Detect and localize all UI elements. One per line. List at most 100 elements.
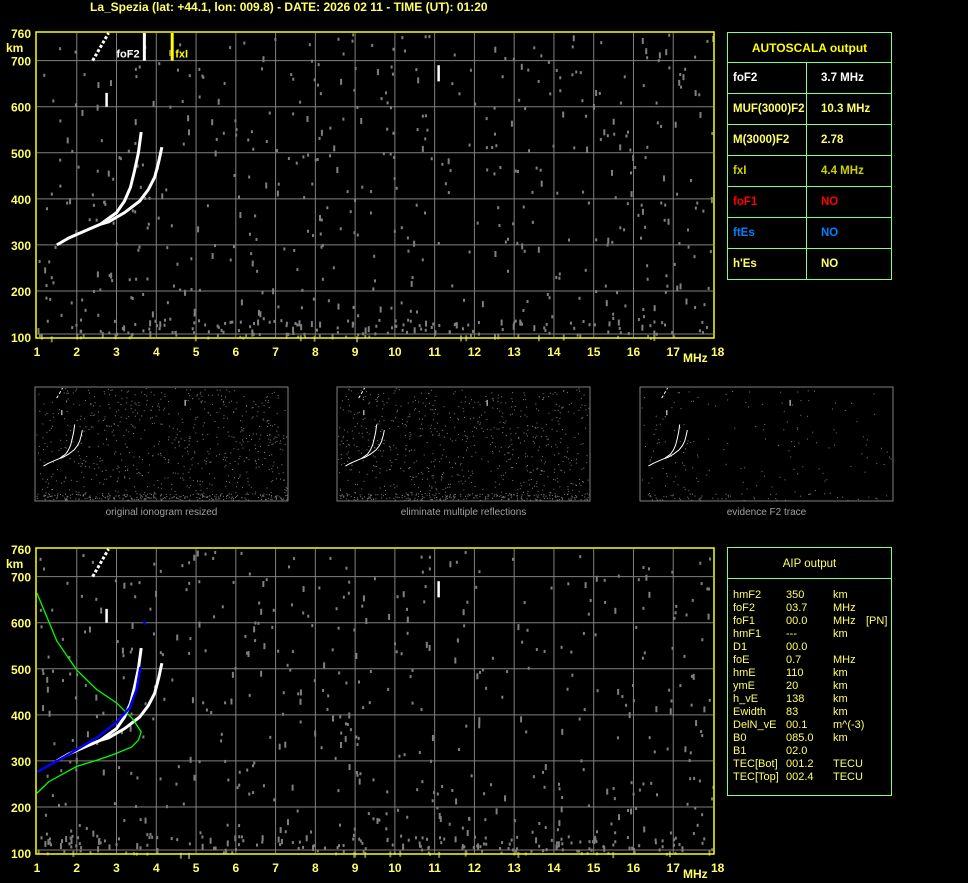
noise-dot	[411, 492, 413, 494]
autoscala-value: NO	[821, 196, 839, 208]
noise-dot	[571, 673, 574, 677]
noise-dot	[461, 439, 463, 441]
noise-dot	[466, 498, 468, 500]
noise-dot	[329, 556, 332, 560]
noise-dot	[582, 768, 585, 772]
noise-dot	[474, 401, 476, 403]
noise-dot	[464, 435, 466, 437]
noise-dot	[52, 489, 54, 491]
noise-dot	[104, 429, 106, 431]
noise-dot	[160, 495, 162, 497]
noise-dot	[635, 806, 638, 810]
noise-dot	[406, 607, 409, 611]
noise-dot	[364, 327, 367, 334]
noise-dot	[150, 391, 152, 393]
noise-dot	[218, 498, 220, 500]
noise-dot	[548, 296, 551, 300]
noise-dot	[198, 493, 200, 495]
noise-dot	[142, 474, 144, 476]
noise-dot	[566, 494, 568, 496]
noise-dot	[701, 841, 704, 845]
noise-dot	[195, 490, 197, 492]
noise-dot	[749, 391, 751, 393]
noise-dot	[297, 846, 300, 850]
noise-dot	[188, 561, 191, 565]
noise-dot	[562, 461, 564, 463]
noise-dot	[389, 428, 391, 430]
noise-dot	[544, 329, 547, 333]
noise-dot	[642, 315, 645, 319]
noise-dot	[145, 495, 147, 497]
noise-dot	[697, 480, 699, 482]
y-tick-label: 500	[11, 147, 31, 161]
noise-dot	[353, 88, 356, 92]
noise-dot	[186, 446, 188, 448]
aip-value: 001.2	[786, 758, 814, 770]
noise-dot	[530, 849, 533, 853]
noise-dot	[580, 485, 582, 487]
noise-dot	[649, 460, 651, 462]
noise-dot	[377, 440, 379, 442]
noise-dot	[37, 497, 39, 499]
noise-dot	[299, 100, 302, 104]
noise-dot	[108, 493, 110, 495]
noise-dot	[527, 666, 530, 670]
noise-dot	[404, 434, 406, 436]
noise-dot	[278, 473, 280, 475]
noise-dot	[406, 498, 408, 500]
noise-dot	[409, 475, 411, 477]
noise-dot	[742, 481, 744, 483]
noise-dot	[128, 416, 130, 418]
noise-dot	[357, 680, 360, 684]
noise-dot	[512, 480, 514, 482]
noise-dot	[376, 69, 379, 76]
noise-dot	[571, 73, 574, 77]
noise-dot	[276, 430, 278, 432]
noise-dot	[353, 413, 355, 415]
noise-dot	[242, 430, 244, 432]
noise-dot	[576, 333, 579, 337]
noise-dot	[784, 499, 786, 501]
noise-dot	[352, 833, 355, 837]
noise-dot	[441, 477, 443, 479]
noise-dot	[146, 399, 148, 401]
noise-dot	[641, 656, 644, 660]
noise-dot	[202, 438, 204, 440]
noise-dot	[526, 406, 528, 408]
noise-dot	[99, 288, 102, 292]
noise-dot	[128, 499, 130, 501]
noise-dot	[650, 496, 652, 498]
noise-dot	[79, 849, 82, 853]
noise-dot	[694, 206, 697, 210]
noise-dot	[75, 844, 78, 848]
noise-dot	[207, 451, 209, 453]
noise-dot	[308, 43, 311, 47]
noise-dot	[465, 396, 467, 398]
noise-dot	[47, 486, 49, 488]
noise-dot	[265, 578, 268, 582]
noise-dot	[198, 497, 200, 499]
noise-dot	[126, 391, 128, 393]
noise-dot	[625, 134, 628, 138]
noise-dot	[604, 600, 607, 604]
x-tick-label: 12	[468, 345, 482, 359]
noise-dot	[255, 403, 257, 405]
noise-dot	[101, 459, 103, 461]
aip-row: TEC[Bot] 001.2 TECU	[728, 758, 891, 771]
noise-dot	[526, 300, 529, 304]
noise-dot	[118, 156, 121, 160]
noise-dot	[133, 432, 135, 434]
noise-dot	[680, 85, 683, 89]
noise-dot	[671, 407, 673, 409]
noise-dot	[346, 439, 348, 441]
noise-dot	[222, 131, 225, 135]
noise-dot	[70, 829, 73, 833]
autoscala-row: MUF(3000)F2 10.3 MHz	[728, 94, 891, 125]
noise-dot	[134, 402, 136, 404]
noise-dot	[191, 464, 193, 466]
noise-dot	[566, 456, 568, 458]
noise-dot	[291, 603, 294, 607]
noise-dot	[342, 850, 345, 854]
noise-dot	[463, 624, 466, 628]
